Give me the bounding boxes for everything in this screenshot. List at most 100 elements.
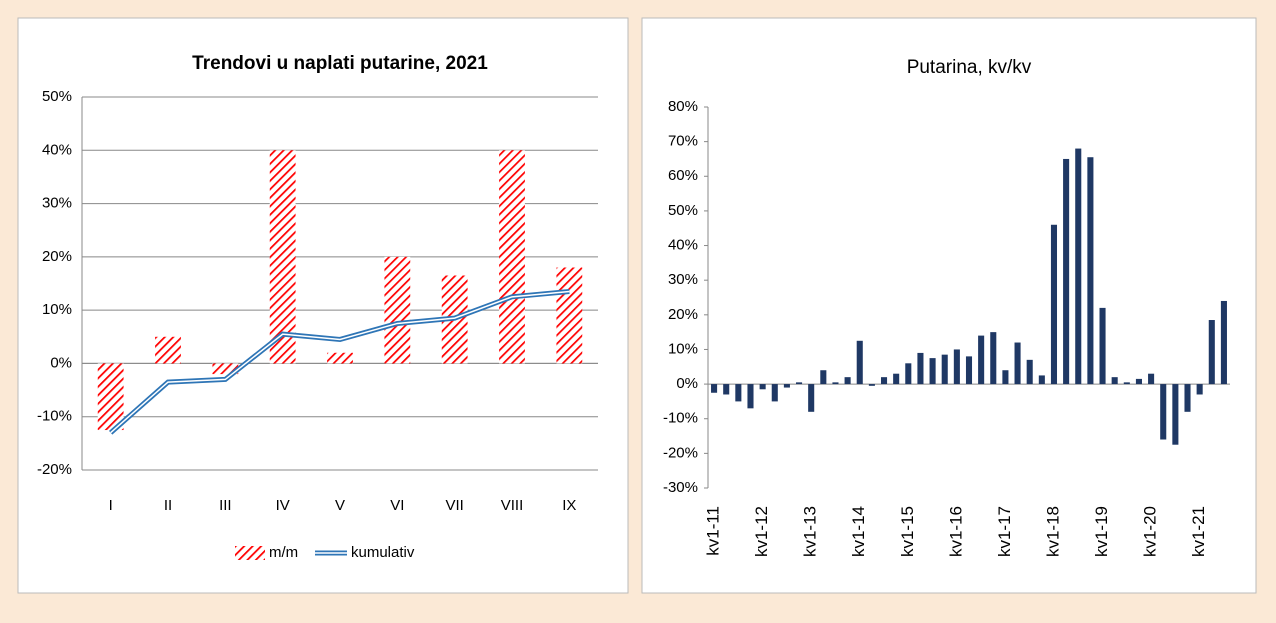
bar xyxy=(1135,378,1142,385)
x-tick-label: kv1-14 xyxy=(849,506,868,557)
bar xyxy=(1160,384,1167,440)
y-tick-label: -30% xyxy=(663,479,698,496)
bar xyxy=(1002,370,1009,385)
bar xyxy=(155,336,181,364)
x-tick-label: kv1-21 xyxy=(1189,506,1208,557)
bar xyxy=(917,352,924,385)
x-tick-label: V xyxy=(335,497,345,514)
bar xyxy=(1172,384,1179,445)
bar xyxy=(832,382,839,385)
bar xyxy=(1063,158,1070,385)
bar xyxy=(1184,384,1191,412)
bar xyxy=(844,377,851,385)
bar xyxy=(1038,375,1045,385)
bar xyxy=(1014,342,1021,385)
y-tick-label: 50% xyxy=(668,202,698,219)
bar xyxy=(1220,300,1227,385)
y-tick-label: -10% xyxy=(663,410,698,427)
bar xyxy=(820,370,827,385)
bar xyxy=(1099,307,1106,385)
x-tick-label: kv1-15 xyxy=(898,506,917,557)
y-tick-label: 20% xyxy=(668,306,698,323)
bar xyxy=(735,384,742,402)
y-tick-label: 80% xyxy=(668,98,698,115)
x-tick-label: kv1-18 xyxy=(1043,506,1062,557)
bar xyxy=(856,340,863,385)
x-tick-label: kv1-19 xyxy=(1092,506,1111,557)
panel xyxy=(641,17,1257,594)
y-tick-label: 0% xyxy=(50,354,72,371)
y-tick-label: 30% xyxy=(42,195,72,212)
x-tick-label: kv1-11 xyxy=(704,506,723,556)
bar xyxy=(556,267,583,364)
y-tick-label: -20% xyxy=(663,444,698,461)
bar xyxy=(759,384,766,390)
bar xyxy=(1075,148,1082,385)
y-tick-label: 0% xyxy=(676,375,698,392)
bar xyxy=(723,384,730,395)
bar xyxy=(97,363,124,431)
x-tick-label: kv1-13 xyxy=(801,506,820,557)
x-tick-label: III xyxy=(219,497,232,514)
chart-title: Trendovi u naplati putarine, 2021 xyxy=(192,53,488,74)
x-tick-label: VII xyxy=(445,497,463,514)
panel xyxy=(17,17,629,594)
bar xyxy=(1148,373,1155,385)
bar xyxy=(808,384,815,412)
line-inner xyxy=(110,290,570,434)
bar xyxy=(953,349,960,385)
bar xyxy=(1123,382,1130,385)
y-tick-label: -20% xyxy=(37,461,72,478)
bar xyxy=(929,358,936,385)
bar xyxy=(711,384,718,393)
bar xyxy=(868,384,875,386)
y-tick-label: 10% xyxy=(42,301,72,318)
bar xyxy=(893,373,900,385)
legend-label: m/m xyxy=(269,544,298,561)
bar xyxy=(905,363,912,385)
y-tick-label: 60% xyxy=(668,167,698,184)
bar xyxy=(771,384,778,402)
bar xyxy=(499,150,525,364)
bar xyxy=(1050,224,1058,385)
chart-title: Putarina, kv/kv xyxy=(907,57,1032,78)
x-tick-label: kv1-16 xyxy=(946,506,965,557)
x-tick-label: VIII xyxy=(501,497,524,514)
bar xyxy=(1087,157,1094,385)
bar xyxy=(796,382,803,385)
bar xyxy=(747,384,754,409)
x-tick-label: IV xyxy=(276,497,290,514)
x-tick-label: VI xyxy=(390,497,404,514)
bar xyxy=(1208,320,1215,385)
y-tick-label: 10% xyxy=(668,340,698,357)
y-tick-label: 40% xyxy=(668,237,698,254)
x-tick-label: kv1-12 xyxy=(752,506,771,557)
x-tick-label: IX xyxy=(562,497,576,514)
bar xyxy=(327,352,353,364)
y-tick-label: 70% xyxy=(668,133,698,150)
y-tick-label: 20% xyxy=(42,248,72,265)
bar xyxy=(880,377,888,385)
x-tick-label: II xyxy=(164,497,172,514)
y-tick-label: 50% xyxy=(42,88,72,105)
bar xyxy=(1026,359,1033,385)
y-tick-label: 30% xyxy=(668,271,698,288)
x-tick-label: kv1-20 xyxy=(1141,506,1160,557)
bar xyxy=(990,332,997,385)
bar xyxy=(1111,377,1118,385)
bar xyxy=(978,335,985,385)
legend-swatch xyxy=(235,546,265,560)
bar xyxy=(384,256,411,364)
legend-label: kumulativ xyxy=(351,544,415,561)
bar xyxy=(1196,384,1203,395)
bar xyxy=(212,363,239,375)
bar xyxy=(941,354,948,385)
y-tick-label: -10% xyxy=(37,408,72,425)
x-tick-label: I xyxy=(109,497,113,514)
bar xyxy=(269,150,296,364)
x-tick-label: kv1-17 xyxy=(995,506,1014,557)
bar xyxy=(783,384,790,388)
y-tick-label: 40% xyxy=(42,141,72,158)
